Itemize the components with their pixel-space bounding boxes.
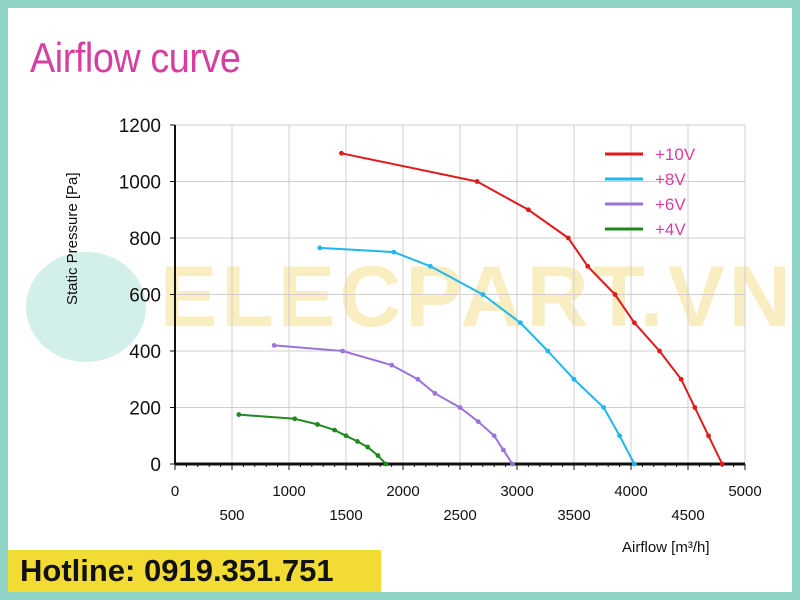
data-point bbox=[236, 412, 242, 417]
chart-series bbox=[236, 150, 725, 467]
data-point bbox=[545, 348, 551, 354]
watermark-logo bbox=[26, 252, 146, 362]
data-point bbox=[510, 461, 515, 467]
x-tick-label: 3000 bbox=[500, 483, 533, 500]
data-point bbox=[474, 179, 480, 184]
data-point bbox=[292, 416, 298, 422]
data-point bbox=[518, 320, 523, 326]
data-point bbox=[271, 342, 277, 348]
series-plus-6V bbox=[271, 342, 515, 467]
legend-label: +10V bbox=[655, 145, 696, 164]
data-point bbox=[389, 362, 394, 368]
data-point bbox=[585, 263, 591, 269]
data-point bbox=[375, 453, 381, 458]
data-point bbox=[340, 348, 345, 354]
data-point bbox=[601, 405, 607, 410]
data-point bbox=[415, 376, 421, 382]
x-tick-label: 4500 bbox=[671, 507, 704, 524]
data-point bbox=[475, 419, 481, 425]
y-tick-label: 800 bbox=[129, 229, 161, 250]
legend-label: +6V bbox=[655, 195, 686, 214]
data-point bbox=[719, 461, 725, 467]
x-tick-label: 3500 bbox=[557, 507, 590, 524]
data-point bbox=[632, 320, 637, 326]
data-point bbox=[432, 390, 438, 396]
data-point bbox=[391, 249, 397, 255]
chart-axes bbox=[170, 124, 746, 470]
data-point bbox=[632, 461, 637, 467]
series-line bbox=[238, 413, 387, 465]
x-tick-label: 5000 bbox=[728, 483, 761, 500]
data-point bbox=[427, 263, 433, 269]
y-tick-label: 1000 bbox=[119, 173, 161, 194]
x-tick-label: 1500 bbox=[329, 507, 362, 524]
data-point bbox=[343, 433, 349, 439]
data-point bbox=[315, 422, 320, 427]
data-point bbox=[692, 405, 698, 410]
data-point bbox=[612, 292, 618, 297]
data-point bbox=[332, 427, 337, 433]
data-point bbox=[317, 245, 323, 251]
data-point bbox=[365, 444, 371, 450]
chart-tick-labels: 0 200 400 600 800 1000 1200 0 1000 2000 3000 4000 50… bbox=[119, 116, 762, 524]
chart-grid bbox=[175, 124, 746, 464]
series-plus-10V bbox=[339, 150, 725, 467]
x-tick-label: 1000 bbox=[272, 483, 305, 500]
y-tick-label: 600 bbox=[129, 286, 161, 307]
series-line bbox=[274, 344, 514, 465]
x-tick-label: 2500 bbox=[443, 507, 476, 524]
page-title: Airflow curve bbox=[30, 34, 241, 81]
data-point bbox=[491, 433, 497, 439]
data-point bbox=[355, 439, 360, 444]
y-tick-label: 400 bbox=[129, 342, 161, 363]
y-tick-label: 200 bbox=[129, 399, 161, 420]
data-point bbox=[339, 150, 344, 156]
x-tick-label: 500 bbox=[219, 507, 244, 524]
hotline-banner: Hotline: 0919.351.751 bbox=[8, 550, 381, 592]
chart-legend: +10V +8V +6V +4V bbox=[605, 145, 696, 239]
series-plus-8V bbox=[317, 245, 637, 467]
data-point bbox=[457, 405, 463, 410]
y-axis-label: Static Pressure [Pa] bbox=[64, 172, 81, 305]
data-point bbox=[678, 376, 684, 382]
x-axis-label: Airflow [m³/h] bbox=[622, 539, 710, 556]
data-point bbox=[657, 348, 662, 354]
x-tick-label: 0 bbox=[171, 483, 179, 500]
data-point bbox=[617, 433, 622, 439]
y-tick-label: 1200 bbox=[119, 116, 161, 137]
data-point bbox=[526, 207, 531, 213]
watermark-text: ELECPART.VN bbox=[160, 249, 795, 345]
data-point bbox=[383, 461, 389, 467]
legend-label: +8V bbox=[655, 170, 686, 189]
data-point bbox=[480, 292, 486, 297]
x-tick-label: 4000 bbox=[614, 483, 647, 500]
series-line bbox=[319, 246, 636, 465]
y-tick-label: 0 bbox=[150, 455, 161, 476]
data-point bbox=[565, 235, 571, 241]
legend-label: +4V bbox=[655, 220, 686, 239]
series-line bbox=[341, 152, 724, 465]
data-point bbox=[571, 376, 577, 382]
series-plus-4V bbox=[236, 412, 389, 467]
x-tick-label: 2000 bbox=[386, 483, 419, 500]
data-point bbox=[706, 433, 711, 439]
data-point bbox=[500, 447, 506, 453]
